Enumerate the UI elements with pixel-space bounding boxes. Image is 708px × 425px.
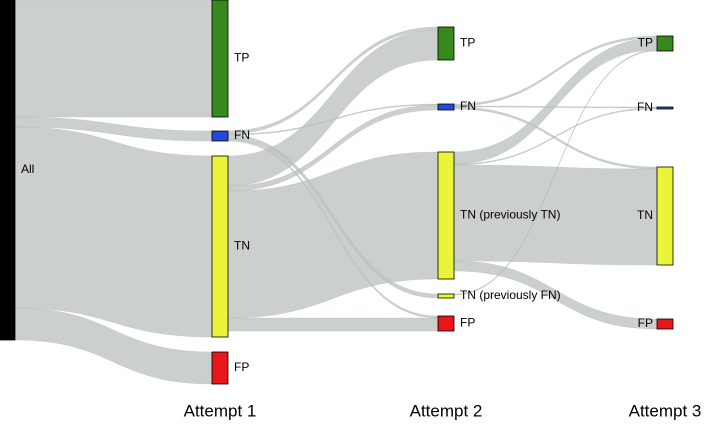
node bbox=[437, 315, 455, 332]
column-label: Attempt 2 bbox=[410, 401, 483, 420]
node-label: TN (previously FN) bbox=[460, 288, 561, 302]
node bbox=[656, 106, 674, 110]
node-label: FP bbox=[460, 316, 475, 330]
link bbox=[14, 126, 213, 338]
node-label: FN bbox=[637, 100, 653, 114]
node bbox=[656, 166, 674, 266]
link bbox=[14, 0, 213, 118]
node bbox=[211, 155, 229, 338]
node-label: TN bbox=[637, 208, 653, 222]
node-label: FP bbox=[234, 360, 249, 374]
node bbox=[656, 318, 674, 330]
link bbox=[453, 37, 658, 165]
node bbox=[437, 151, 455, 280]
node bbox=[0, 0, 16, 341]
node bbox=[437, 26, 455, 61]
node-label: TN bbox=[234, 239, 250, 253]
node bbox=[211, 0, 229, 118]
node-label: TP bbox=[638, 36, 653, 50]
node-label: FN bbox=[234, 128, 250, 142]
node bbox=[211, 130, 229, 142]
links bbox=[14, 0, 658, 385]
column-label: Attempt 3 bbox=[629, 401, 702, 420]
node bbox=[211, 351, 229, 385]
node-label: TP bbox=[460, 36, 475, 50]
node-label: TP bbox=[234, 51, 249, 65]
node-label: TN (previously TN) bbox=[460, 208, 560, 222]
node-label: All bbox=[21, 162, 34, 176]
node bbox=[437, 293, 455, 299]
link bbox=[227, 317, 439, 332]
column-label: Attempt 1 bbox=[184, 401, 257, 420]
node-label: FP bbox=[638, 316, 653, 330]
node bbox=[656, 35, 674, 52]
node bbox=[437, 103, 455, 111]
node-label: FN bbox=[460, 99, 476, 113]
